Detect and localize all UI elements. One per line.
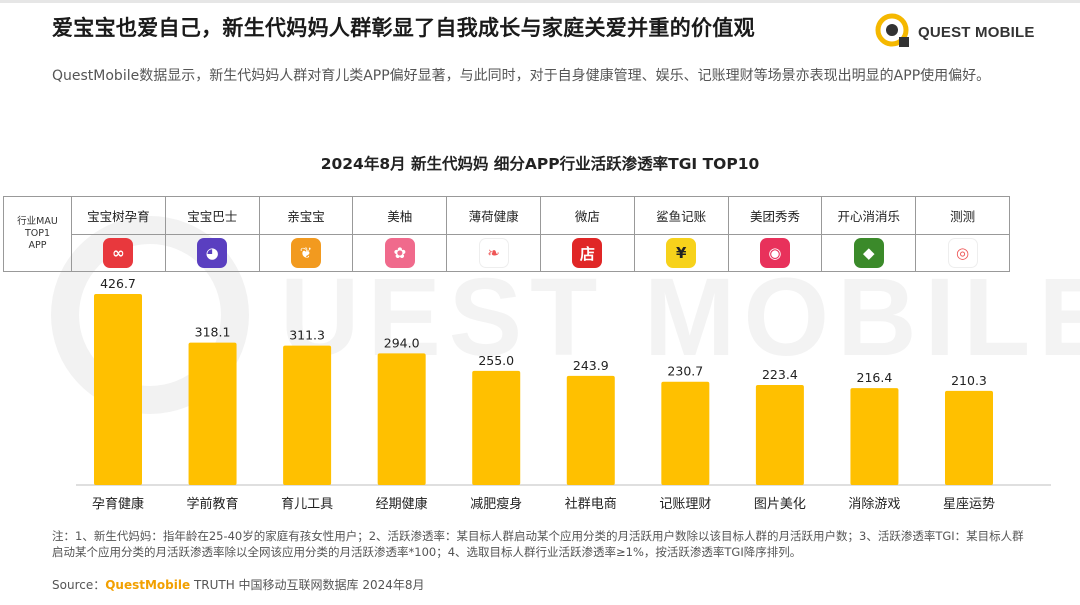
mint-leaf-icon: ❧: [478, 238, 509, 268]
app-icon-cell: ◕: [166, 235, 259, 271]
page-title: 爱宝宝也爱自己，新生代妈妈人群彰显了自我成长与家庭关爱并重的价值观: [52, 16, 755, 40]
app-name: 测测: [916, 197, 1009, 235]
app-icon-cell: ◎: [916, 235, 1009, 271]
app-name: 美团秀秀: [728, 197, 822, 235]
category-label: 记账理财: [659, 497, 711, 512]
app-column: 开心消消乐 ◆: [822, 197, 917, 271]
bar: [94, 294, 142, 485]
app-icon-cell: ¥: [635, 235, 728, 271]
yen-icon: ¥: [666, 238, 697, 268]
app-icon-cell: 店: [541, 235, 634, 271]
data-label: 311.3: [289, 328, 325, 343]
category-label: 图片美化: [754, 497, 806, 512]
category-label: 星座运势: [943, 496, 995, 512]
data-label: 223.4: [762, 367, 798, 382]
bar: [472, 370, 521, 485]
top-border: [0, 0, 1080, 3]
app-icon-cell: ✿: [353, 235, 446, 271]
top-app-table: 行业MAU TOP1 APP 宝宝树孕育 ∞ 宝宝巴士 ◕ 亲宝宝 ❦ 美柚 ✿ 薄荷健康 ❧ 微店…: [3, 196, 1010, 272]
data-label: 216.4: [857, 370, 893, 385]
grapefruit-icon: ✿: [384, 238, 415, 268]
bar: [283, 345, 332, 485]
app-name: 宝宝巴士: [165, 197, 259, 235]
baby-bus-icon: ◕: [197, 238, 228, 268]
app-column: 薄荷健康 ❧: [447, 197, 541, 271]
app-icon-cell: ◆: [822, 235, 915, 271]
owl-icon: ◎: [947, 238, 978, 268]
data-label: 230.7: [667, 364, 703, 379]
category-label: 消除游戏: [848, 497, 900, 512]
data-label: 318.1: [195, 325, 231, 340]
app-icon-cell: ❧: [447, 235, 540, 271]
quest-mobile-logo-icon: [875, 13, 909, 47]
chart-title: 2024年8月 新生代妈妈 细分APP行业活跃渗透率TGI TOP10: [320, 155, 760, 173]
data-label: 243.9: [573, 358, 609, 373]
sprout-icon: ❦: [290, 238, 321, 268]
app-column: 美团秀秀 ◉: [728, 197, 823, 271]
category-label: 育儿工具: [281, 496, 333, 512]
data-label: 294.0: [384, 335, 420, 350]
bar: [188, 342, 237, 485]
app-icon-cell: ∞: [72, 235, 165, 271]
source-line: Source：QuestMobile TRUTH 中国移动互联网数据库 2024…: [52, 578, 425, 592]
app-column: 美柚 ✿: [353, 197, 448, 271]
category-label: 学前教育: [187, 496, 239, 512]
app-name: 宝宝树孕育: [72, 197, 165, 235]
app-column: 微店店: [540, 197, 635, 271]
camera-icon: ◉: [759, 238, 790, 268]
app-icon-cell: ❦: [260, 235, 353, 271]
app-name: 微店: [540, 197, 634, 235]
data-label: 210.3: [951, 373, 987, 388]
bar: [661, 381, 710, 485]
category-label: 经期健康: [376, 496, 428, 512]
baby-tree-icon: ∞: [103, 238, 134, 268]
chick-icon: ◆: [853, 238, 884, 268]
table-row-header: 行业MAU TOP1 APP: [4, 197, 72, 271]
bar: [566, 375, 615, 485]
footnote: 注：1、新生代妈妈：指年龄在25-40岁的家庭有孩女性用户；2、活跃渗透率：某目…: [52, 529, 1024, 559]
category-label: 社群电商: [565, 496, 617, 512]
app-name: 开心消消乐: [822, 197, 916, 235]
app-name: 薄荷健康: [447, 197, 540, 235]
shop-icon: 店: [572, 238, 603, 268]
bar: [945, 390, 993, 485]
app-column: 鲨鱼记账 ¥: [634, 197, 729, 271]
description: QuestMobile数据显示，新生代妈妈人群对育儿类APP偏好显著，与此同时，…: [52, 68, 991, 84]
app-column: 宝宝巴士 ◕: [165, 197, 260, 271]
app-name: 鲨鱼记账: [634, 197, 728, 235]
data-label: 255.0: [478, 353, 514, 368]
bar: [850, 388, 899, 485]
bar: [755, 385, 804, 485]
bar-chart: 426.7 孕育健康 318.1 学前教育 311.3 育儿工具 294.0 经期健康 255.…: [76, 276, 1051, 512]
quest-mobile-logo: QUEST MOBILE: [872, 10, 1042, 52]
category-label: 减肥瘦身: [470, 496, 522, 512]
bar: [377, 353, 426, 485]
data-label: 426.7: [100, 276, 136, 291]
app-column: 测测 ◎: [916, 197, 1009, 271]
app-column: 亲宝宝 ❦: [259, 197, 354, 271]
app-icon-cell: ◉: [729, 235, 822, 271]
app-name: 亲宝宝: [259, 197, 353, 235]
app-column: 宝宝树孕育 ∞: [72, 197, 166, 271]
category-label: 孕育健康: [92, 496, 144, 512]
brand-name: QUEST MOBILE: [918, 24, 1035, 41]
app-name: 美柚: [353, 197, 447, 235]
